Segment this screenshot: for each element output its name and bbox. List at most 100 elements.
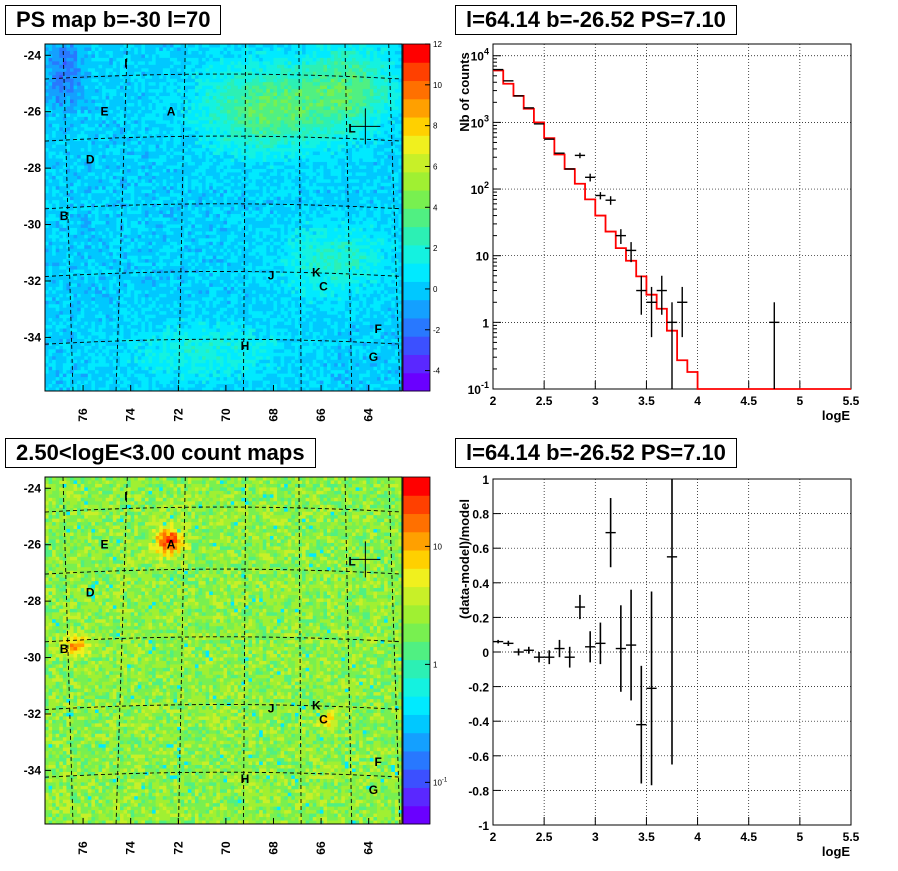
ps-map-colorbar-tick-label: -2	[433, 326, 441, 335]
ps-map-colorbar-cell	[403, 44, 430, 63]
count-map-ytick-label: -28	[24, 594, 42, 608]
count-map-xtick-label: 66	[314, 841, 328, 855]
residual-xtick-label: 5	[797, 830, 804, 844]
count-map-source-label: I	[124, 490, 127, 504]
ps-map-source-label: F	[375, 322, 382, 336]
ps-map-source-label: G	[369, 350, 378, 364]
residual-xtick-label: 3.5	[638, 830, 655, 844]
ps-map-source-label: D	[86, 153, 95, 167]
ps-map-colorbar-cell	[403, 62, 430, 81]
residual-plot	[493, 479, 851, 825]
count-map-source-label: E	[100, 538, 108, 552]
ps-map-ytick-label: -26	[24, 105, 42, 119]
count-map-xtick-label: 76	[76, 841, 90, 855]
count-map-source-label: K	[312, 699, 321, 713]
ps-map-xtick-label: 72	[171, 408, 185, 422]
ps-map-colorbar-tick-label: 0	[433, 285, 438, 294]
count-map-colorbar-cell	[403, 806, 430, 825]
spectrum-xtick-label: 3	[592, 394, 599, 408]
ps-map-colorbar-cell	[403, 300, 430, 319]
count-map-ytick-label: -30	[24, 651, 42, 665]
ps-map-colorbar-tick-label: 2	[433, 244, 438, 253]
count-map-source-label: J	[268, 701, 275, 715]
count-map-ytick-label: -24	[24, 481, 42, 495]
ps-map-ytick-label: -24	[24, 48, 42, 62]
count-map-source-label: G	[369, 783, 378, 797]
count-map-colorbar-cell	[403, 678, 430, 697]
spectrum-xtick-label: 3.5	[638, 394, 655, 408]
residual-xtick-label: 4.5	[740, 830, 757, 844]
ps-map-colorbar-cell	[403, 99, 430, 118]
ps-map-xtick-label: 70	[219, 408, 233, 422]
residual-ylabel: (data-model)/model	[457, 499, 472, 619]
ps-map-colorbar-cell	[403, 227, 430, 246]
ps-map-source-label: K	[312, 266, 321, 280]
ps-map-ytick-label: -28	[24, 161, 42, 175]
ps-map-source-label: H	[241, 339, 250, 353]
residual-ytick-label: 0.6	[472, 542, 489, 556]
spectrum-xtick-label: 2.5	[536, 394, 553, 408]
ps-map-source-label: B	[60, 209, 69, 223]
residual-xtick-label: 3	[592, 830, 599, 844]
count-map-colorbar-cell	[403, 514, 430, 533]
count-map-colorbar-cell	[403, 477, 430, 496]
count-map-colorbar-cell	[403, 623, 430, 642]
spectrum-ytick-label: 10-1	[468, 380, 489, 397]
residual-xtick-label: 2	[490, 830, 497, 844]
count-map-colorbar-cell	[403, 495, 430, 514]
count-map-xtick-label: 68	[266, 841, 280, 855]
residual-ytick-label: 0.8	[472, 508, 489, 522]
count-map-colorbar-cell	[403, 568, 430, 587]
ps-map-colorbar-tick-label: 10	[433, 81, 442, 90]
spectrum-ytick-label: 102	[471, 180, 489, 197]
spectrum-ytick-label: 104	[471, 47, 489, 64]
ps-map-colorbar-cell	[403, 117, 430, 136]
count-map-source-label: C	[319, 713, 328, 727]
residual-ytick-label: 0.4	[472, 577, 489, 591]
count-map-colorbar-cell	[403, 787, 430, 806]
count-map-ytick-label: -32	[24, 707, 42, 721]
ps-map-xtick-label: 68	[266, 408, 280, 422]
count-map-colorbar-cell	[403, 733, 430, 752]
ps-map-colorbar-cell	[403, 373, 430, 392]
ps-map-colorbar-cell	[403, 190, 430, 209]
residual-xtick-label: 5.5	[843, 830, 860, 844]
spectrum-xtick-label: 5	[797, 394, 804, 408]
residual-ytick-label: -0.8	[468, 784, 489, 798]
count-map-colorbar-cell	[403, 550, 430, 569]
residual-ytick-label: 0	[482, 646, 489, 660]
residual-ytick-label: 1	[482, 473, 489, 487]
count-map-colorbar-cell	[403, 751, 430, 770]
spectrum-xlabel: logE	[822, 408, 850, 423]
count-map-xtick-label: 74	[124, 841, 138, 855]
ps-map-source-label: C	[319, 280, 328, 294]
spectrum-xtick-label: 4.5	[740, 394, 757, 408]
ps-map-colorbar-tick-label: 6	[433, 162, 438, 171]
count-map-colorbar-cell	[403, 660, 430, 679]
count-map-colorbar-cell	[403, 587, 430, 606]
residual-ytick-label: -0.4	[468, 715, 489, 729]
count-map-colorbar-cell	[403, 605, 430, 624]
count-map-source-label: A	[167, 538, 176, 552]
spectrum-ytick-label: 1	[482, 316, 489, 330]
spectrum-ytick-label: 10	[476, 250, 490, 264]
count-map-source-label: F	[375, 755, 382, 769]
count-map-colorbar-tick-label: 10-1	[433, 777, 448, 787]
residual-ytick-label: 0.2	[472, 611, 489, 625]
count-map-source-label: B	[60, 642, 69, 656]
ps-map-colorbar-cell	[403, 336, 430, 355]
count-map-source-label: L	[348, 555, 355, 569]
residual-xlabel: logE	[822, 844, 850, 859]
count-map-colorbar-tick-label: 10	[433, 542, 442, 551]
ps-map-source-label: J	[268, 268, 275, 282]
ps-map-colorbar-tick-label: 4	[433, 203, 438, 212]
figure-canvas: IE ALDBJ KCFHG-24-26-28-30-32-3476 74 72 70 68…	[0, 0, 898, 871]
count-map-xtick-label: 64	[362, 841, 376, 855]
ps-map-colorbar-cell	[403, 208, 430, 227]
ps-map-xtick-label: 76	[76, 408, 90, 422]
ps-map-colorbar-cell	[403, 154, 430, 173]
count-map-colorbar-cell	[403, 532, 430, 551]
ps-map-ytick-label: -34	[24, 330, 42, 344]
ps-map-xtick-label: 74	[124, 408, 138, 422]
count-map-source-label: D	[86, 586, 95, 600]
